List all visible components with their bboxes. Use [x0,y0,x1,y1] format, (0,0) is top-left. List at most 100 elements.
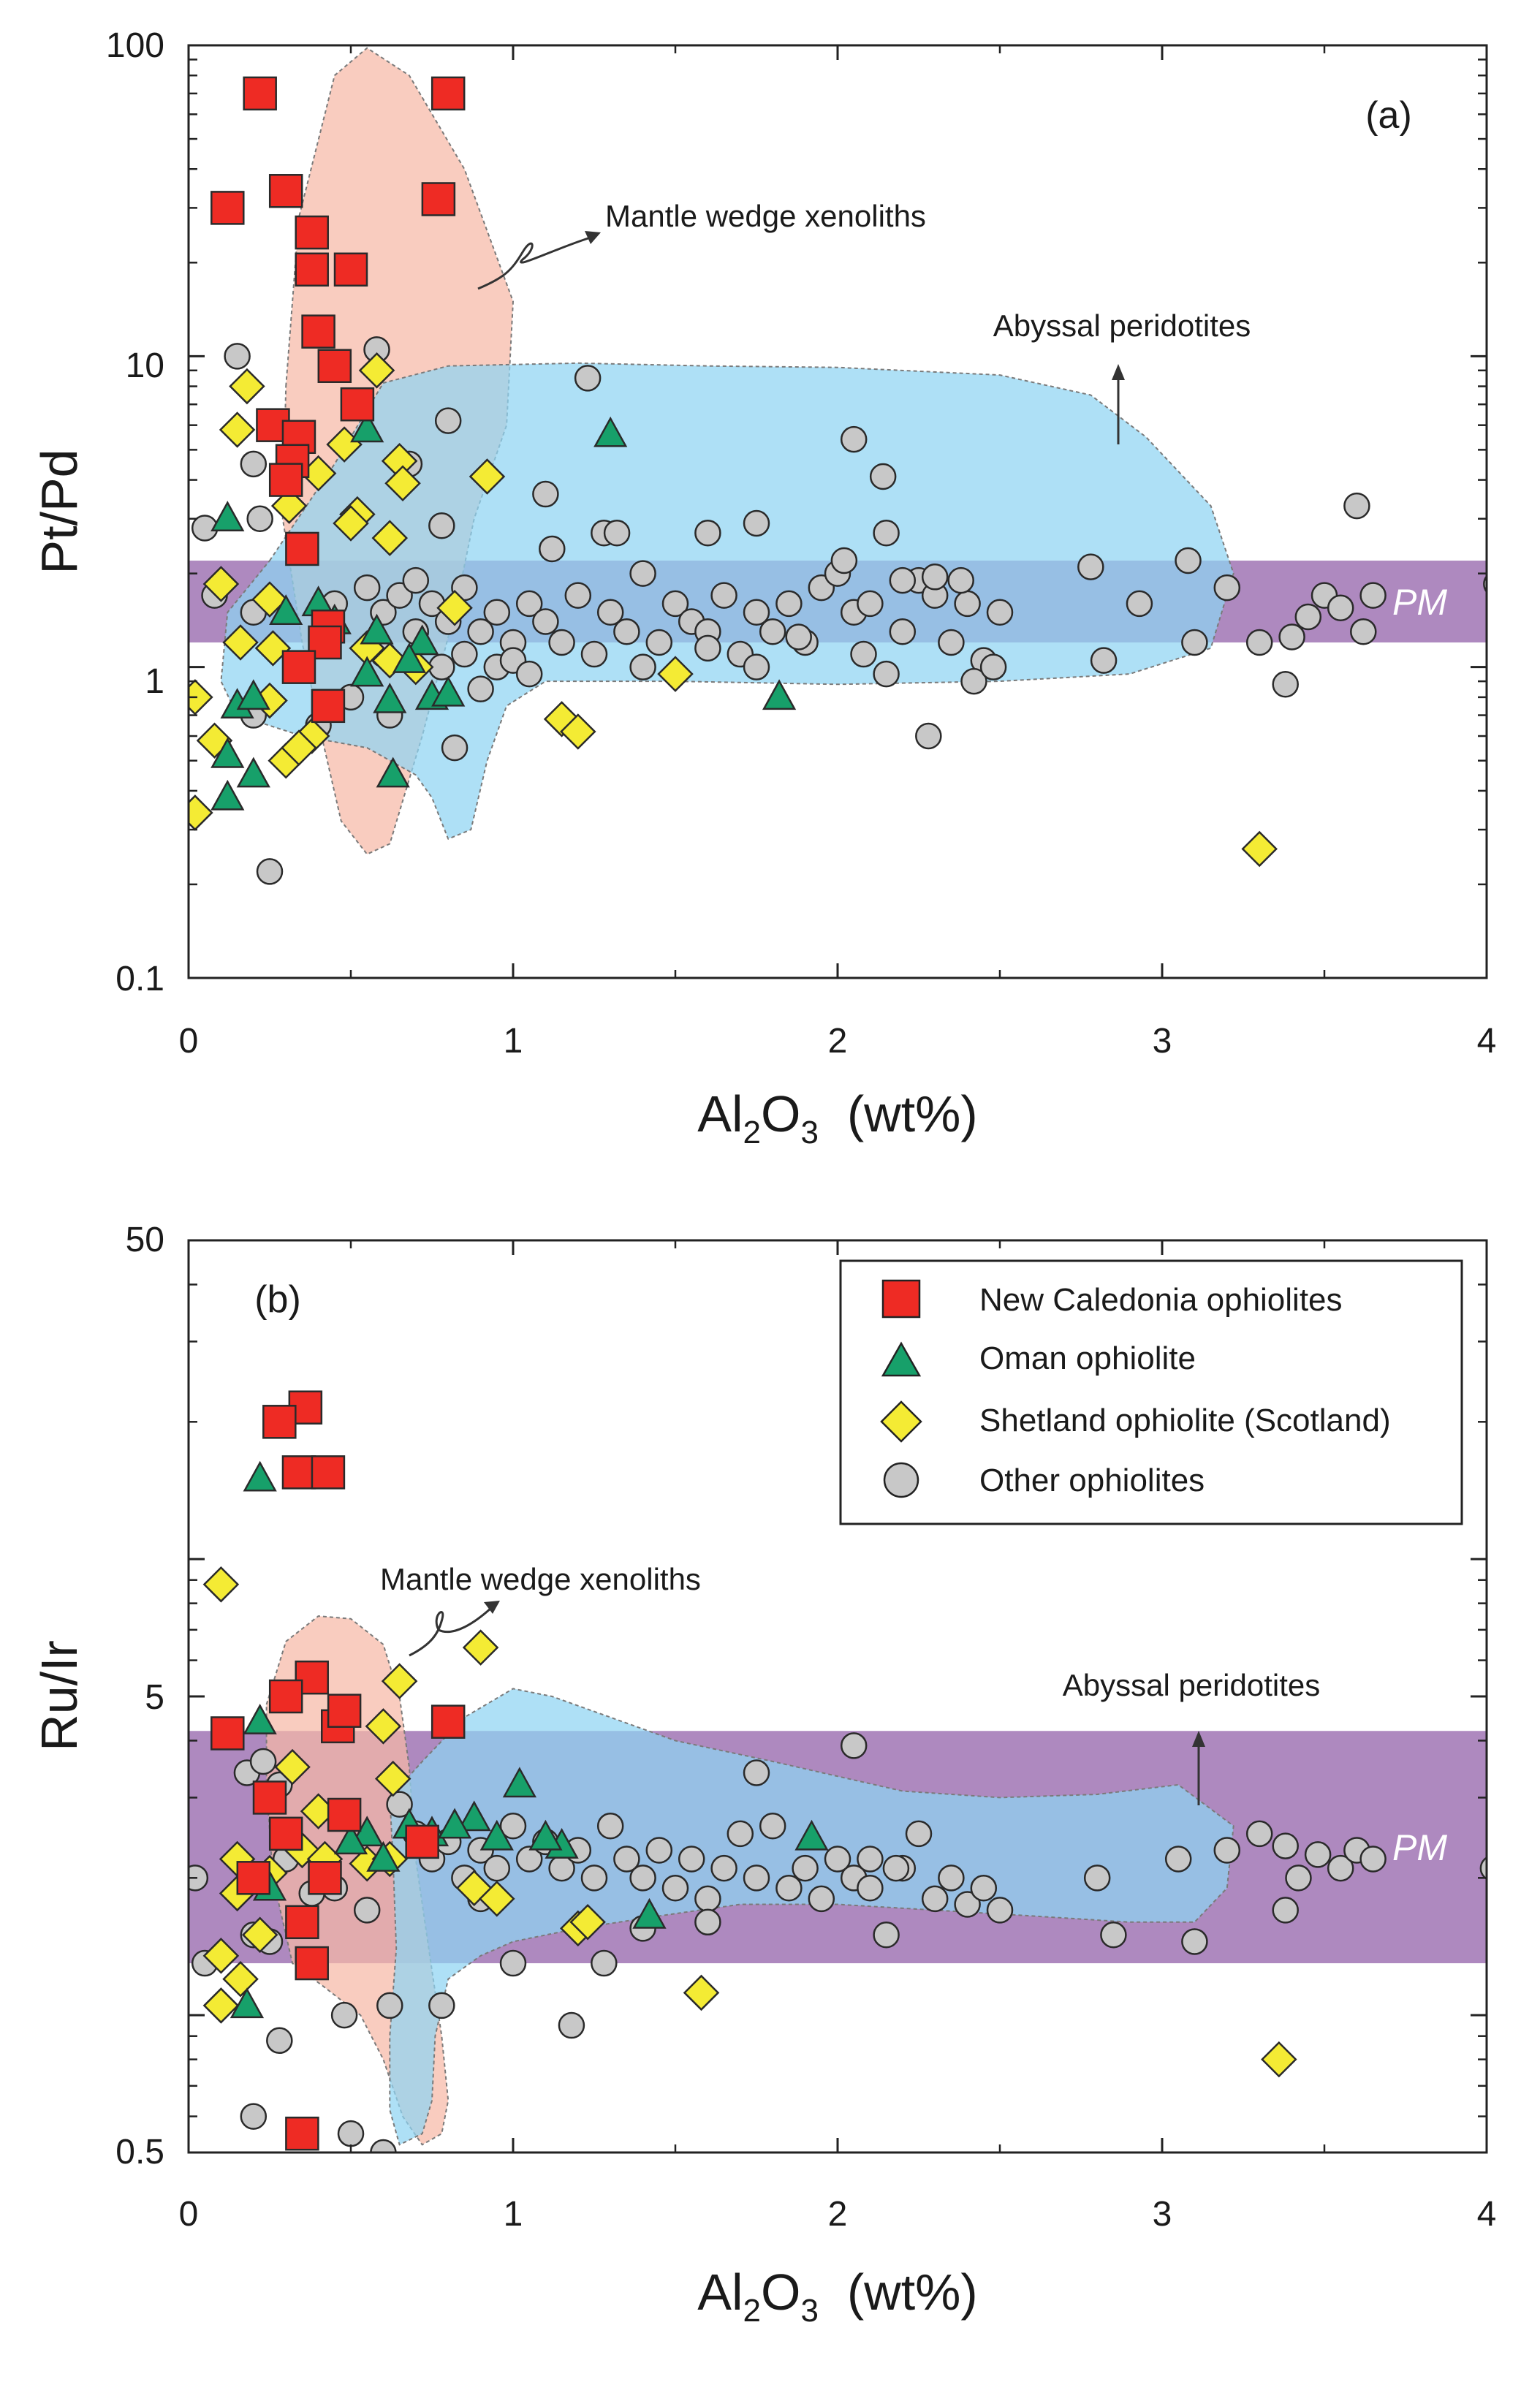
triangle-point [350,656,384,687]
circle-point [1304,1841,1332,1868]
circle-point [785,623,812,651]
triangle-point [376,756,410,788]
circle-point [678,1846,705,1873]
diamond-point [229,368,265,405]
circle-point [954,1891,981,1918]
diamond-point [374,1760,411,1797]
square-point [327,1693,362,1728]
circle-point [629,560,656,587]
circle-point [548,629,575,656]
triangle-point [243,1704,277,1734]
y-tick-label: 0.5 [115,2133,164,2172]
x-axis-label: Al2O3 (wt%) [697,2264,977,2329]
circle-point [1181,629,1208,656]
square-point [295,252,329,287]
circle-point [882,1854,910,1882]
circle-point [694,1908,721,1936]
triangle-point [762,679,797,710]
circle-point [249,1748,277,1775]
legend-marker-diamond [880,1400,922,1443]
circle-point [808,1885,835,1913]
circle-point [1213,1837,1241,1864]
triangle-point [502,1767,536,1798]
diamond-point [569,1904,606,1941]
circle-point [970,1874,998,1902]
data-points [189,76,1487,885]
diamond-point [254,630,292,667]
circle-point [694,1885,721,1913]
diamond-point [251,581,288,618]
y-tick-label: 50 [126,1221,164,1259]
x-tick-label: 4 [1477,1022,1497,1061]
x-tick-label: 3 [1153,2195,1172,2234]
circle-point [921,564,949,591]
diamond-point [202,1938,240,1974]
circle-point [960,667,987,695]
square-point [268,463,303,497]
circle-point [1327,594,1354,621]
circle-point [451,640,478,668]
diamond-point [381,1663,418,1699]
circle-point [428,512,455,539]
circle-point [1278,623,1305,651]
region-label-mantle-wedge: Mantle wedge xenoliths [380,1562,701,1596]
square-point [295,1946,329,1981]
square-point [252,1780,287,1815]
square-point [333,252,368,287]
circle-point [694,519,721,547]
square-point [285,2116,319,2151]
circle-point [792,1854,819,1882]
legend-entry: Shetland ophiolite (Scotland) [979,1403,1391,1438]
legend-entry: New Caledonia ophiolites [979,1282,1343,1318]
diamond-point [384,465,421,502]
square-point [317,349,352,383]
circle-point [467,618,494,645]
diamond-point [202,566,240,602]
circle-point [499,1949,527,1977]
circle-point [840,1732,868,1759]
square-point [311,1455,346,1490]
legend: New Caledonia ophiolites Oman ophiolite … [839,1259,1463,1525]
legend-marker-triangle [881,1341,922,1377]
x-tick-label: 3 [1153,1022,1172,1061]
y-tick-label: 5 [145,1678,164,1717]
circle-point [532,608,559,635]
circle-point [428,1992,455,2019]
axis-ticks [187,44,1488,979]
circle-point [743,653,770,680]
x-tick-label: 1 [504,1022,523,1061]
circle-point [830,547,858,574]
annotation-arrow [409,1607,493,1657]
circle-point [775,590,803,618]
square-point [430,1704,466,1739]
diamond-point [462,1629,499,1666]
square-point [268,174,303,208]
circle-point [921,1885,949,1913]
arrow-head [1112,364,1125,380]
circle-point [938,629,965,656]
triangle-point [794,1819,829,1851]
square-point [262,1405,297,1439]
circle-point [727,1820,754,1848]
circle-point [467,675,494,702]
triangle-point [431,675,466,707]
region-label-mantle-wedge: Mantle wedge xenoliths [605,199,926,233]
panel-b: 50 5 0.5 0 1 2 3 4 Al2O3 (wt%) Ru/Ir (b)… [31,1221,1496,2329]
legend-box [839,1259,1463,1525]
circle-point [189,1865,209,1892]
circle-point [857,590,884,618]
panel-a: 100 10 1 0.1 0 1 2 3 4 Al2O3 (wt%) Pt/Pd… [31,26,1497,1150]
circle-point [539,535,566,563]
square-point [281,1455,316,1490]
x-tick-label: 0 [179,1022,199,1061]
x-axis-label: Al2O3 (wt%) [697,1085,977,1150]
circle-point [629,1865,656,1892]
diamond-point [219,411,256,448]
square-point [236,1861,271,1895]
triangle-point [230,1987,265,2019]
circle-point [1090,647,1118,674]
triangle-point [350,411,384,443]
x-tick-label: 2 [828,2195,848,2234]
circle-point [743,599,770,626]
circle-point [613,1846,640,1873]
